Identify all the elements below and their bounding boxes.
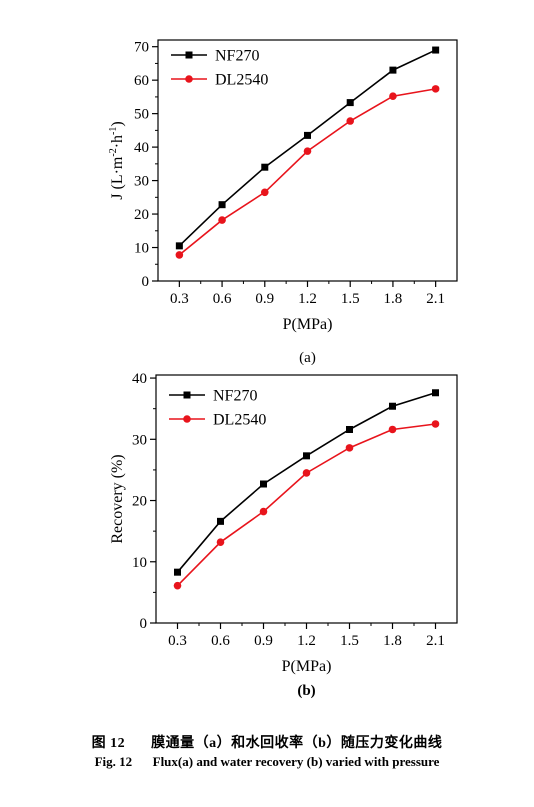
y-tick-label: 10: [134, 241, 149, 257]
data-point-nf270: [432, 389, 439, 397]
legend-marker-dl2540: [185, 75, 193, 83]
y-tick-label: 70: [134, 40, 149, 56]
flux-chart: 0 10 20 30 40 50 60 70 0.3 0.6 0.9 1.2 1.5 1.8 2.1 P(MP…: [108, 39, 458, 365]
legend-label-nf270: NF270: [213, 388, 257, 405]
data-point-dl2540: [388, 425, 397, 434]
data-point-dl2540: [431, 85, 440, 93]
x-tick-label: 0.9: [254, 633, 273, 649]
data-point-dl2540: [302, 469, 311, 477]
y-tick-label: 40: [134, 140, 149, 156]
plot-frame: [155, 374, 458, 624]
y-axis-title-part: ): [109, 121, 126, 126]
x-tick-label: 1.2: [298, 291, 317, 307]
figure-caption-chinese: 图 12 膜通量（a）和水回收率（b）随压力变化曲线: [0, 732, 534, 752]
data-point-nf270: [260, 480, 267, 488]
data-point-dl2540: [260, 188, 269, 197]
legend-label-nf270: NF270: [215, 48, 259, 65]
x-tick-label: 1.8: [384, 291, 403, 307]
y-tick-label: 0: [140, 616, 148, 632]
series-line-dl2540: [178, 88, 436, 256]
data-point-nf270: [303, 452, 310, 460]
plot-frame: [157, 39, 458, 282]
x-tick-label: 0.3: [168, 633, 187, 649]
y-tick-label: 20: [134, 207, 149, 223]
x-tick-label: 1.5: [341, 291, 360, 307]
x-axis-title: P(MPa): [283, 316, 333, 333]
data-point-nf270: [389, 66, 397, 74]
data-point-dl2540: [346, 117, 355, 125]
data-point-dl2540: [216, 538, 225, 546]
legend-label-dl2540: DL2540: [213, 412, 266, 429]
x-tick-label: 2.1: [426, 291, 445, 307]
x-tick-label: 1.2: [297, 633, 316, 649]
data-point-dl2540: [345, 444, 354, 452]
legend-label-dl2540: DL2540: [215, 72, 268, 89]
y-tick-label: 40: [132, 371, 147, 387]
caption-en-text: Flux(a) and water recovery (b) varied wi…: [152, 754, 440, 769]
data-point-nf270: [389, 402, 396, 410]
data-point-nf270: [174, 568, 181, 576]
panel-label: (b): [297, 683, 315, 699]
data-point-nf270: [346, 99, 354, 107]
y-axis-title: Recovery (%): [109, 454, 126, 543]
data-point-dl2540: [259, 507, 268, 516]
y-tick-label: 30: [134, 174, 149, 190]
y-tick-label: 0: [142, 274, 150, 290]
y-tick-label: 30: [132, 432, 147, 448]
x-tick-label: 0.6: [213, 291, 232, 307]
y-tick-label: 60: [134, 73, 149, 89]
x-tick-label: 2.1: [426, 633, 445, 649]
data-point-nf270: [217, 517, 224, 525]
data-point-dl2540: [431, 420, 440, 428]
x-tick-label: 0.6: [211, 633, 230, 649]
caption-en-figure-number: Fig. 12: [94, 754, 133, 769]
data-point-nf270: [218, 201, 226, 209]
y-axis-title-part: J (L·m: [109, 156, 126, 200]
series-line-dl2540: [176, 423, 436, 587]
data-point-nf270: [175, 242, 183, 250]
x-tick-label: 0.3: [170, 291, 189, 307]
data-point-dl2540: [389, 92, 397, 101]
data-point-nf270: [261, 163, 269, 171]
y-tick-label: 10: [132, 555, 147, 571]
x-axis-title: P(MPa): [282, 658, 332, 675]
figure-caption-english: Fig. 12 Flux(a) and water recovery (b) v…: [0, 754, 534, 770]
caption-cn-figure-number: 图 12: [91, 736, 126, 751]
data-point-dl2540: [303, 147, 312, 155]
x-tick-label: 1.5: [340, 633, 359, 649]
data-point-nf270: [304, 131, 311, 139]
data-point-nf270: [432, 46, 440, 54]
recovery-chart: 0 10 20 30 40 0.3 0.6 0.9 1.2 1.5 1.8 2.1 P(MPa) Reco…: [109, 371, 458, 699]
legend-marker-nf270: [183, 391, 191, 399]
y-tick-label: 20: [132, 494, 147, 510]
y-axis-title: J (L·m-2·h-1): [108, 121, 126, 199]
data-point-dl2540: [218, 216, 226, 224]
y-axis-title-part: ·h: [109, 135, 126, 148]
caption-cn-text: 膜通量（a）和水回收率（b）随压力变化曲线: [151, 736, 443, 751]
x-tick-label: 1.8: [383, 633, 402, 649]
y-axis-title-part: -1: [108, 127, 119, 135]
panel-label: (a): [299, 350, 316, 365]
legend-marker-dl2540: [183, 415, 191, 423]
y-axis-title-part: -2: [108, 148, 119, 156]
y-tick-label: 50: [134, 107, 149, 123]
x-tick-label: 0.9: [255, 291, 274, 307]
data-point-dl2540: [173, 581, 182, 590]
data-point-nf270: [346, 425, 353, 433]
data-point-dl2540: [175, 251, 184, 259]
legend-marker-nf270: [185, 51, 193, 59]
